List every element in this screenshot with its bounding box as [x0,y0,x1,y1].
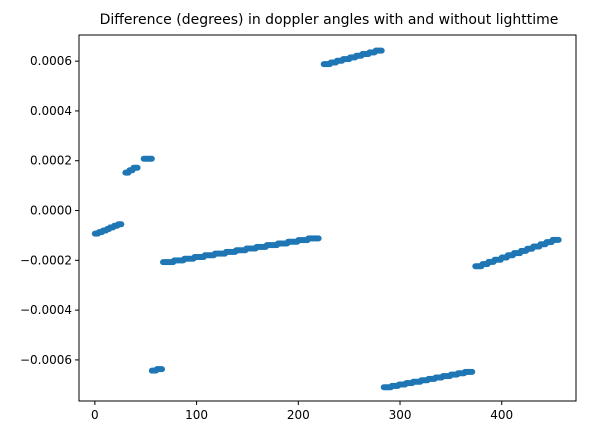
x-tick-label: 300 [389,408,412,422]
data-point [159,366,166,373]
y-tick-label: 0.0006 [30,54,72,68]
data-point [315,235,322,242]
y-tick-label: 0.0000 [30,204,72,218]
axis-ticks: 0 100 200 300 400 −0.0006 −0.0004 −0.0002 0.0000… [20,54,513,422]
y-tick-label: −0.0006 [20,353,72,367]
data-point [555,236,562,243]
data-points [91,47,562,391]
chart-title: Difference (degrees) in doppler angles w… [100,12,559,28]
data-point [134,164,141,171]
y-tick-label: −0.0002 [20,253,72,267]
y-tick-label: 0.0002 [30,154,72,168]
x-tick-label: 400 [490,408,513,422]
y-tick-label: 0.0004 [30,104,72,118]
x-tick-label: 0 [91,408,99,422]
plot-frame [78,34,577,402]
y-tick-label: −0.0004 [20,303,72,317]
x-tick-label: 100 [185,408,208,422]
data-point [378,47,385,54]
data-point [118,221,125,228]
data-point [148,155,155,162]
data-point [469,368,476,375]
x-tick-label: 200 [287,408,310,422]
